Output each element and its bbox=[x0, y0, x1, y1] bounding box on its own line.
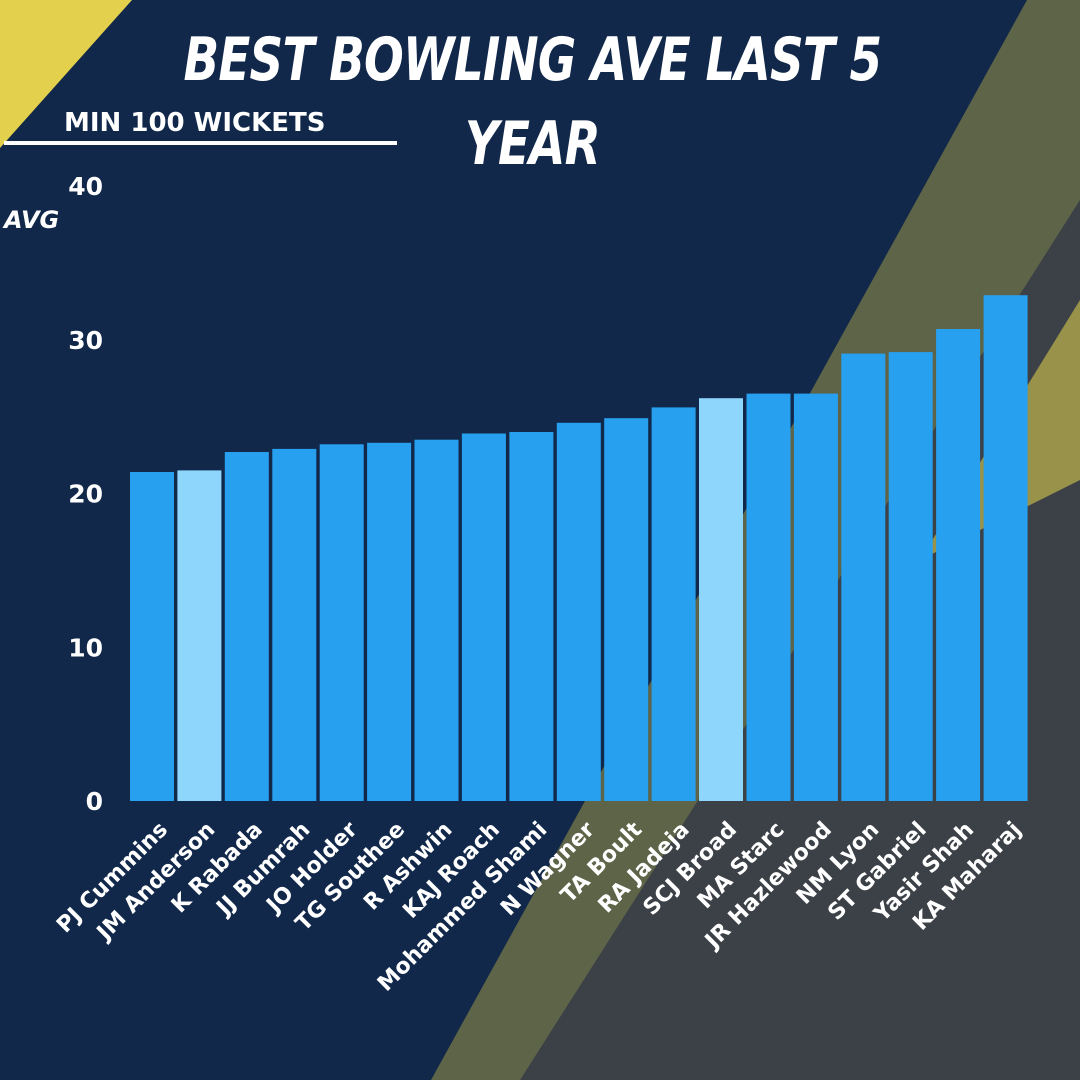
bar-pj-cummins bbox=[130, 472, 174, 801]
bar-jj-bumrah bbox=[272, 448, 317, 801]
bar-jm-anderson bbox=[177, 470, 222, 801]
subtitle-underline bbox=[4, 141, 397, 145]
y-tick-label: 40 bbox=[68, 172, 103, 201]
y-axis-ticks: 0 10 20 30 40 bbox=[68, 172, 103, 816]
bar-nm-lyon bbox=[841, 353, 886, 801]
y-axis-label: AVG bbox=[4, 206, 60, 234]
bars bbox=[130, 295, 1028, 801]
bar-ka-maharaj bbox=[983, 295, 1028, 801]
top-left-gold-stripe bbox=[0, 0, 132, 148]
bar-yasir-shah bbox=[936, 329, 981, 801]
chart-title: BEST BOWLING AVE LAST 5 YEAR bbox=[183, 25, 882, 179]
y-tick-label: 20 bbox=[68, 480, 103, 509]
bar-tg-southee bbox=[367, 442, 412, 801]
y-tick-label: 30 bbox=[68, 326, 103, 355]
bar-ma-starc bbox=[746, 393, 791, 801]
bar-mohammed-shami bbox=[509, 432, 554, 801]
bar-k-rabada bbox=[224, 452, 269, 801]
y-tick-label: 0 bbox=[86, 787, 103, 816]
bar-jr-hazlewood bbox=[793, 393, 838, 801]
bar-n-wagner bbox=[556, 422, 601, 801]
bar-ta-boult bbox=[604, 418, 649, 801]
bar-r-ashwin bbox=[414, 439, 459, 801]
bar-jo-holder bbox=[319, 444, 364, 801]
bar-st-gabriel bbox=[888, 352, 933, 801]
bar-kaj-roach bbox=[461, 433, 506, 801]
right-gold-stripe bbox=[920, 200, 1080, 560]
chart-subtitle: MIN 100 WICKETS bbox=[64, 108, 326, 138]
bar-scj-broad bbox=[699, 398, 743, 801]
y-tick-label: 10 bbox=[68, 633, 103, 662]
bar-ra-jadeja bbox=[651, 407, 696, 801]
